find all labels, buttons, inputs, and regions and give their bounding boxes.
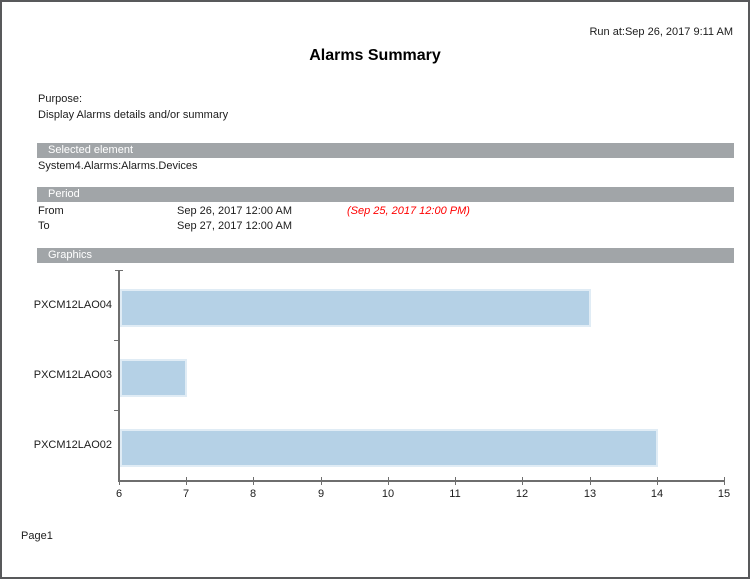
period-to-value: Sep 27, 2017 12:00 AM [177, 220, 292, 232]
period-from-value: Sep 26, 2017 12:00 AM [177, 205, 292, 217]
section-header-selected-element: Selected element [37, 143, 734, 158]
purpose-label: Purpose: [38, 93, 83, 105]
x-axis-tick [321, 477, 322, 485]
page-number: Page1 [21, 530, 53, 542]
x-tick-label: 15 [717, 488, 731, 500]
x-axis-tick [455, 477, 456, 485]
x-axis-tick [657, 477, 658, 485]
x-tick-label: 9 [317, 488, 325, 500]
bar [120, 359, 187, 397]
bar [120, 289, 591, 327]
x-tick-label: 12 [515, 488, 529, 500]
category-label: PXCM12LAO04 [33, 299, 112, 311]
x-axis-tick [388, 477, 389, 485]
period-to-label: To [38, 220, 50, 232]
period-table: From Sep 26, 2017 12:00 AM (Sep 25, 2017 1… [38, 204, 470, 234]
bar-chart: 6 7 8 9 10 11 12 13 14 15 PXCM12LAO04 PXCM12LAO03 PX… [2, 262, 748, 512]
purpose-text: Display Alarms details and/or summary [38, 109, 229, 121]
x-axis-tick [522, 477, 523, 485]
x-axis-tick [119, 477, 120, 485]
x-axis-tick [253, 477, 254, 485]
x-axis-line [118, 480, 725, 482]
period-row-to: To Sep 27, 2017 12:00 AM [38, 219, 470, 234]
period-from-label: From [38, 205, 64, 217]
section-header-period: Period [37, 187, 734, 202]
period-row-from: From Sep 26, 2017 12:00 AM (Sep 25, 2017 1… [38, 204, 470, 219]
x-tick-label: 8 [249, 488, 257, 500]
run-at-timestamp: Run at:Sep 26, 2017 9:11 AM [589, 26, 733, 38]
category-label: PXCM12LAO02 [33, 439, 112, 451]
y-axis-category-tick [114, 410, 119, 411]
section-header-graphics: Graphics [37, 248, 734, 263]
y-axis-top-tick [115, 270, 123, 271]
x-tick-label: 11 [449, 488, 461, 500]
y-axis-category-tick [114, 340, 119, 341]
x-axis-tick [724, 477, 725, 485]
selected-element-value: System4.Alarms:Alarms.Devices [38, 160, 198, 172]
x-tick-label: 14 [650, 488, 664, 500]
x-tick-label: 10 [381, 488, 395, 500]
purpose-block: Purpose: Display Alarms details and/or s… [38, 91, 228, 123]
x-tick-label: 7 [182, 488, 190, 500]
x-tick-label: 6 [115, 488, 123, 500]
page-title: Alarms Summary [309, 47, 441, 64]
x-axis-tick [590, 477, 591, 485]
category-label: PXCM12LAO03 [33, 369, 112, 381]
period-from-note: (Sep 25, 2017 12:00 PM) [347, 205, 470, 217]
x-axis-tick [186, 477, 187, 485]
bar [120, 429, 658, 467]
x-tick-label: 13 [583, 488, 597, 500]
y-axis-line [118, 270, 120, 480]
